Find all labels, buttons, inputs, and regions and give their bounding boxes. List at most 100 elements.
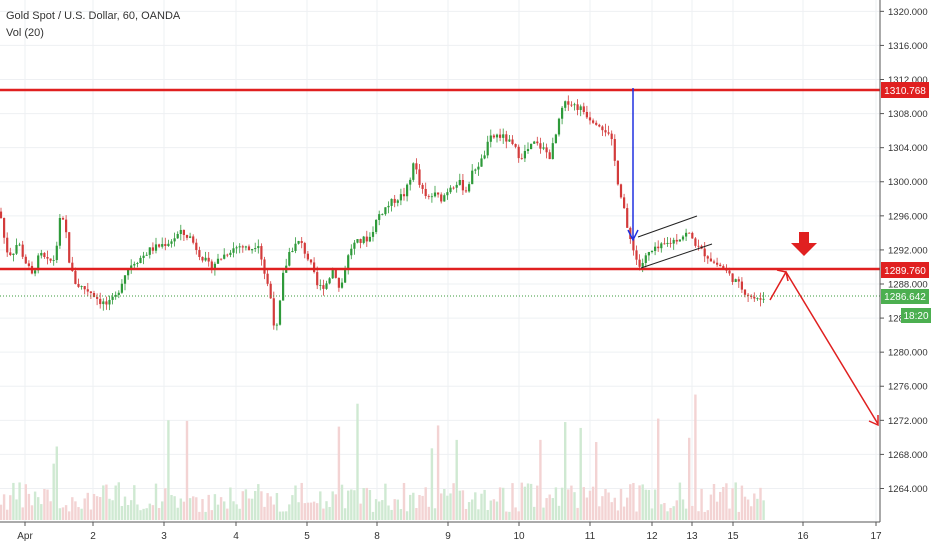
candlestick-series <box>0 95 765 331</box>
time-tick-label: 13 <box>686 531 698 542</box>
candle <box>353 239 356 255</box>
candle <box>712 259 716 265</box>
candle <box>378 210 381 226</box>
candle <box>743 289 747 298</box>
candle <box>192 234 195 245</box>
candle <box>511 135 514 146</box>
candle <box>365 230 368 247</box>
last-price-badge: 1286.642 <box>881 289 929 304</box>
volume-indicator-label[interactable]: Vol (20) <box>6 27 44 39</box>
candle <box>254 242 257 252</box>
volume-bar <box>291 495 294 520</box>
volume-bar <box>226 508 229 520</box>
volume-bar <box>700 488 703 520</box>
candle <box>232 242 235 258</box>
projection-arrow-drawing[interactable] <box>769 269 879 427</box>
time-axis[interactable]: Apr 2 3 4 5 8 9 10 11 12 13 15 16 17 <box>0 521 882 542</box>
candle <box>306 251 309 262</box>
candle <box>654 242 657 256</box>
candle <box>83 285 86 295</box>
volume-bar <box>340 484 344 520</box>
volume-bar <box>762 500 765 520</box>
volume-bar <box>626 497 629 520</box>
volume-bar <box>616 510 620 520</box>
volume-bar <box>591 486 595 520</box>
volume-bar <box>706 510 709 520</box>
candle <box>750 294 753 300</box>
volume-bar <box>27 493 31 520</box>
candle <box>424 182 427 199</box>
resistance-price-badge: 1310.768 <box>881 82 929 98</box>
time-tick-label: 4 <box>233 531 239 542</box>
volume-bar <box>46 489 49 520</box>
time-tick-label: 12 <box>646 531 658 542</box>
volume-bar <box>455 439 458 520</box>
volume-bar <box>554 487 558 520</box>
candle <box>375 219 378 235</box>
volume-bar <box>613 497 616 520</box>
candle <box>68 231 71 264</box>
price-tick-label: 1280.000 <box>888 348 928 359</box>
candle <box>244 245 247 251</box>
candle <box>55 241 58 264</box>
symbol-title[interactable]: Gold Spot / U.S. Dollar, 60, OANDA <box>6 10 181 22</box>
volume-bar <box>269 496 272 520</box>
volume-bar <box>15 499 18 520</box>
candle <box>666 237 669 247</box>
volume-bar <box>728 508 731 520</box>
volume-bar <box>145 508 148 520</box>
volume-bar <box>136 504 139 520</box>
time-tick-label: Apr <box>17 531 33 542</box>
candle <box>92 290 96 298</box>
grid-lines <box>0 0 880 522</box>
candle <box>65 215 68 239</box>
volume-bar <box>433 508 437 520</box>
candle <box>691 231 694 239</box>
volume-bar <box>387 505 390 520</box>
candle <box>530 143 533 150</box>
volume-bar <box>570 485 573 520</box>
candle <box>130 259 133 274</box>
volume-bar <box>102 485 105 520</box>
volume-bar <box>371 511 375 520</box>
volume-bar <box>502 487 505 520</box>
candle <box>111 292 114 305</box>
volume-bar <box>319 491 322 520</box>
volume-bar <box>492 499 496 520</box>
candle <box>229 249 232 258</box>
volume-bar <box>368 490 372 520</box>
volume-bar <box>9 495 12 520</box>
channel-drawing[interactable] <box>637 215 713 269</box>
candle <box>148 247 151 259</box>
time-tick-label: 15 <box>727 531 739 542</box>
volume-bar <box>669 507 672 520</box>
candle <box>198 246 201 261</box>
volume-bar <box>567 489 570 520</box>
candle <box>182 229 185 242</box>
volume-bar <box>64 505 68 520</box>
blue-arrow-drawing[interactable] <box>627 88 639 242</box>
volume-bar <box>715 501 719 520</box>
candle <box>601 125 604 136</box>
candle <box>12 253 15 262</box>
time-tick-label: 16 <box>797 531 809 542</box>
volume-bar <box>142 508 145 520</box>
volume-bar <box>641 484 644 520</box>
volume-bar <box>579 427 582 520</box>
candle <box>58 213 61 249</box>
volume-bar <box>139 510 142 520</box>
volume-bar <box>77 507 80 520</box>
volume-bar <box>288 504 291 520</box>
volume-bar <box>343 508 347 520</box>
volume-bar <box>99 497 102 520</box>
candle <box>27 260 30 268</box>
bar-countdown-badge: 18:20 <box>901 308 931 323</box>
candle <box>464 186 468 193</box>
candle <box>514 143 517 149</box>
volume-bar <box>52 463 55 520</box>
candle <box>616 160 619 186</box>
volume-bar <box>585 497 589 520</box>
price-axis[interactable]: 1320.000 1316.000 1312.000 1308.000 1304.000… <box>879 0 928 522</box>
candle <box>759 292 762 307</box>
candle <box>18 242 21 247</box>
